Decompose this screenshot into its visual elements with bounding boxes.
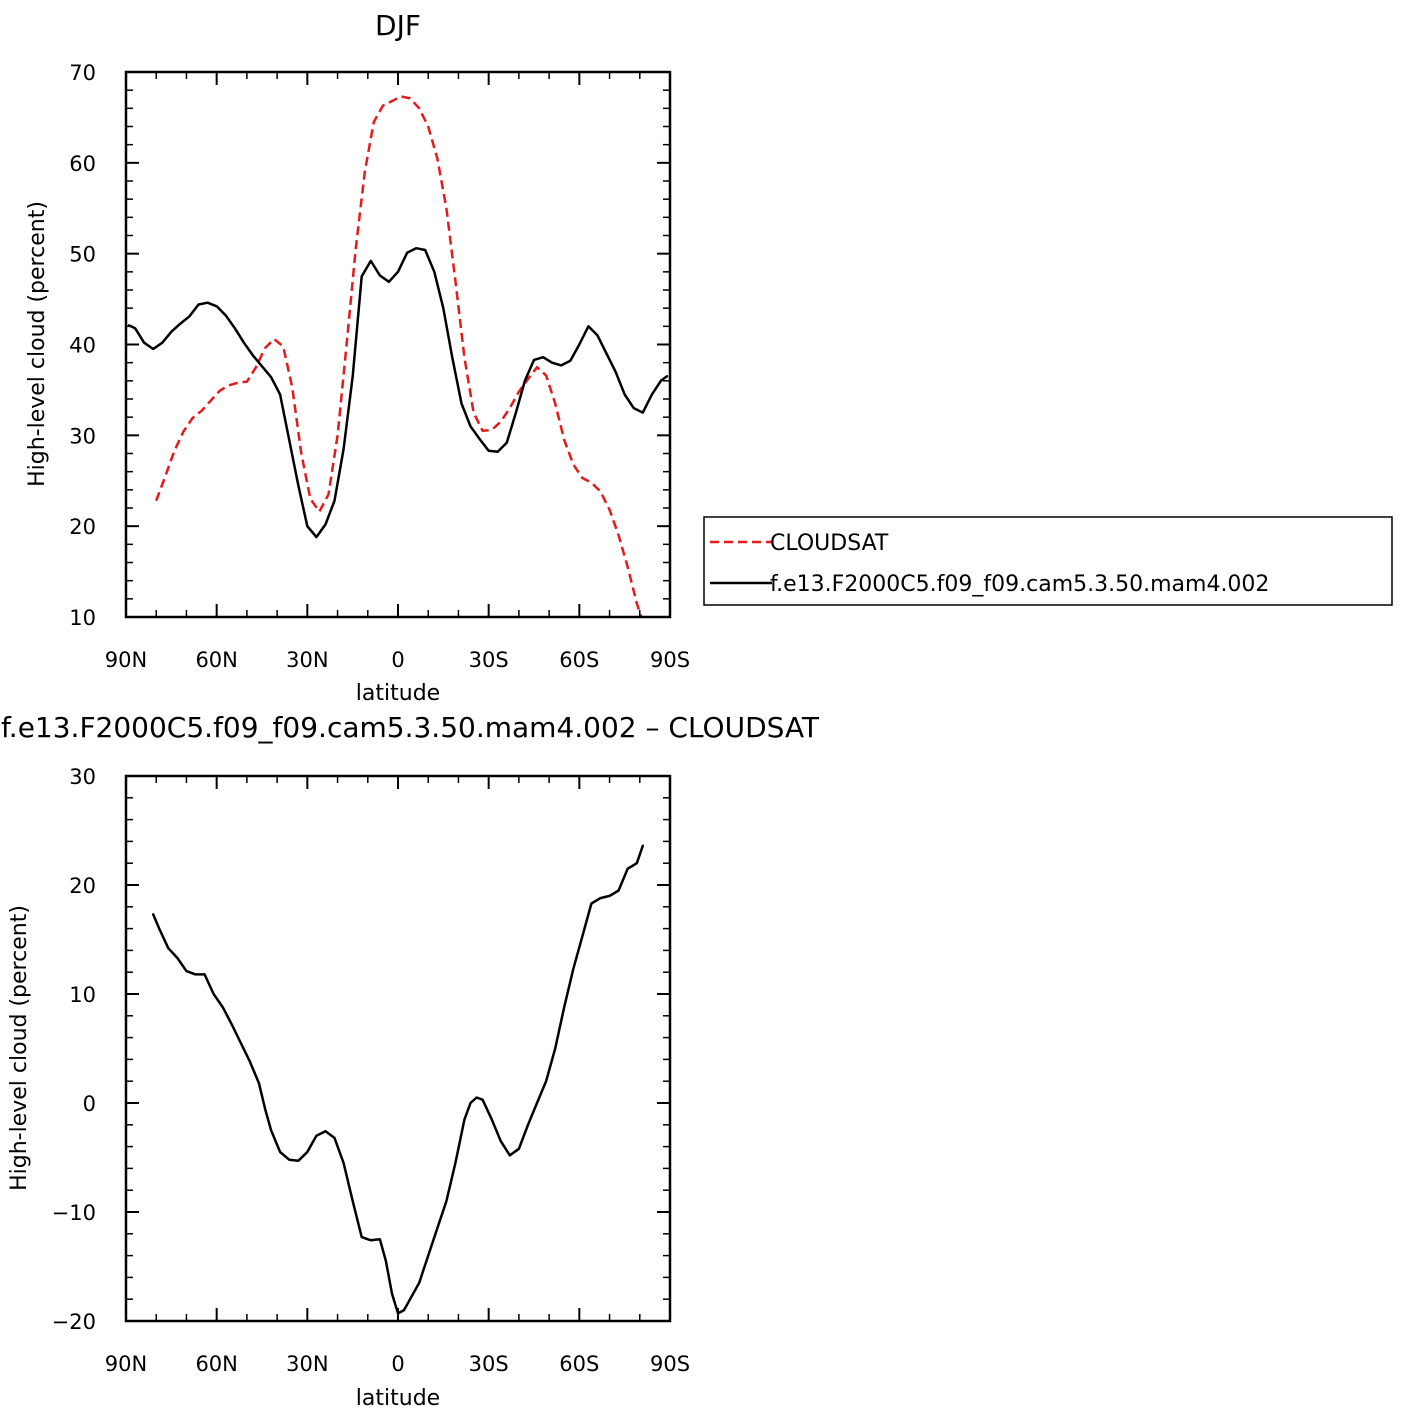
bottom-x-axis-title: latitude [356,1386,440,1411]
series-line-difference [151,844,645,1315]
x-tick-label: 90S [650,648,690,672]
x-tick-label: 60S [559,1352,599,1376]
y-tick-label: 40 [69,334,96,358]
x-tick-label: 0 [391,1352,404,1376]
legend-label-model: f.e13.F2000C5.f09_f09.cam5.3.50.mam4.002 [770,572,1269,597]
y-tick-label: 10 [69,983,96,1007]
y-tick-label: 0 [83,1092,96,1116]
legend: CLOUDSAT f.e13.F2000C5.f09_f09.cam5.3.50… [703,516,1393,606]
x-tick-label: 90N [105,1352,147,1376]
top-axis-ticks [125,71,671,618]
x-tick-label: 60N [195,1352,237,1376]
y-tick-label: 10 [69,606,96,630]
legend-label-cloudsat: CLOUDSAT [770,531,889,556]
y-tick-label: 70 [69,61,96,85]
x-tick-label: 60S [559,648,599,672]
y-tick-label: 30 [69,765,96,789]
x-tick-label: 30N [286,648,328,672]
y-tick-label: −20 [52,1310,96,1334]
x-tick-label: 90N [105,648,147,672]
series-line-model [127,246,669,539]
top-series-group [127,95,669,617]
bottom-chart-title: f.e13.F2000C5.f09_f09.cam5.3.50.mam4.002… [1,711,820,744]
top-plot-frame [124,70,672,619]
y-tick-label: 30 [69,424,96,448]
bottom-x-tick-labels: 90N 60N 30N 0 30S 60S 90S [105,1352,690,1376]
x-tick-label: 30S [469,648,509,672]
y-tick-label: 60 [69,152,96,176]
top-x-tick-labels: 90N 60N 30N 0 30S 60S 90S [105,648,690,672]
bottom-plot-frame [124,774,672,1323]
top-y-axis-title: High-level cloud (percent) [25,201,50,487]
bottom-series-group [151,844,645,1315]
y-tick-label: 20 [69,874,96,898]
y-tick-label: 20 [69,515,96,539]
x-tick-label: 90S [650,1352,690,1376]
bottom-y-tick-labels: −20 −10 0 10 20 30 [52,765,96,1334]
x-tick-label: 60N [195,648,237,672]
y-tick-label: 50 [69,243,96,267]
top-chart-title: DJF [375,9,421,42]
top-x-axis-title: latitude [356,681,440,706]
legend-box [703,516,1393,606]
top-y-tick-labels: 10 20 30 40 50 60 70 [69,61,96,630]
bottom-panel: f.e13.F2000C5.f09_f09.cam5.3.50.mam4.002… [1,711,820,1411]
x-tick-label: 30N [286,1352,328,1376]
top-panel: DJF 90N 60N 30N 0 30S 60S 90S 10 20 30 40 50 60 70 l… [25,9,690,706]
series-line-cloudsat [155,95,643,617]
x-tick-label: 0 [391,648,404,672]
x-tick-label: 30S [469,1352,509,1376]
y-tick-label: −10 [52,1201,96,1225]
bottom-axis-ticks [125,775,671,1322]
bottom-y-axis-title: High-level cloud (percent) [7,905,32,1191]
